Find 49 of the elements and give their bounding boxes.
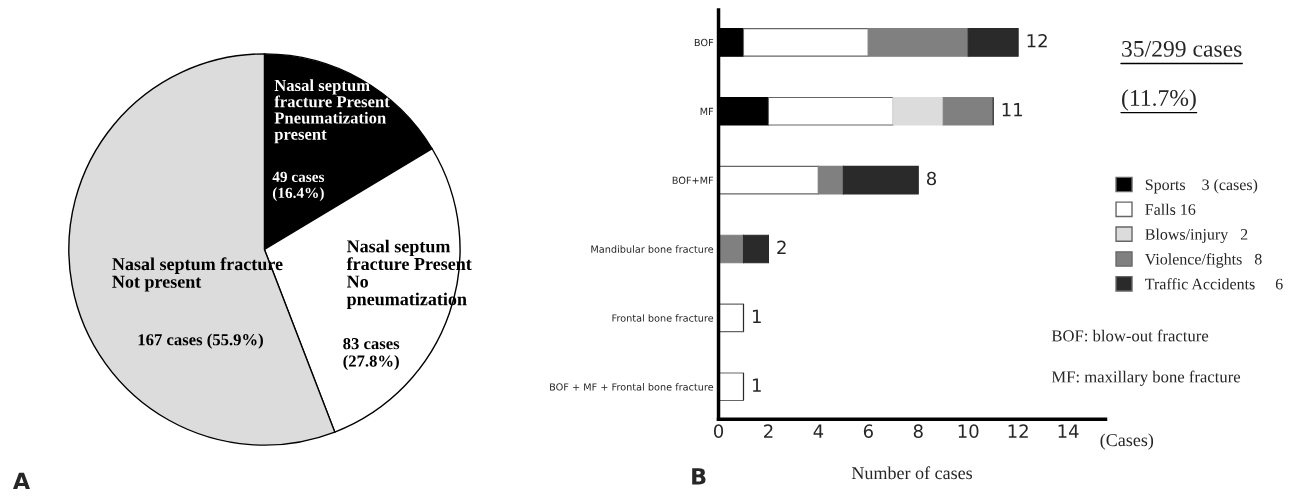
x-tick-label: 2 (764, 424, 773, 438)
legend-label: Sports 3 (cases) (1145, 178, 1258, 194)
legend-label: Traffic Accidents 6 (1145, 278, 1283, 290)
annotation: BOF: blow-out fracture (1051, 329, 1209, 342)
bar (718, 303, 745, 333)
x-tick-label: 12 (1008, 424, 1028, 438)
legend-label: Violence/fights 8 (1144, 253, 1262, 268)
bar (867, 28, 969, 57)
bar (842, 165, 919, 195)
x-tick-label: 0 (713, 424, 724, 438)
total-label: 2 (777, 240, 786, 254)
annotation: MF: maxillary bone fracture (1051, 370, 1241, 386)
y-tick-label: BOF (694, 38, 714, 47)
bar (942, 96, 994, 126)
x-axis-title: Number of cases (851, 466, 973, 480)
bar (718, 165, 819, 195)
text: B (692, 468, 706, 485)
y-tick-label: MF (700, 107, 714, 115)
bar (967, 28, 1019, 57)
x-tick-label: 6 (863, 424, 873, 438)
total-label: 1 (752, 309, 761, 323)
x-tick-label: 10 (958, 424, 979, 438)
bar (718, 234, 745, 264)
total-label: 1 (752, 378, 761, 392)
x-tick-label: 14 (1058, 424, 1079, 438)
y-tick-label: Mandibular bone fracture (591, 245, 714, 253)
text: 35/299 cases (11.7%) (1122, 40, 1242, 111)
slice-label: Nasal septum fracture Present Pneumatization present (274, 79, 390, 144)
y-tick-label: BOF+MF (672, 176, 714, 184)
y-tick-label: BOF + MF + Frontal bone fracture (550, 383, 714, 391)
bar (892, 96, 944, 126)
total-label: 8 (926, 171, 937, 186)
bar (767, 96, 894, 126)
y-tick-label: Frontal bone fracture (612, 314, 714, 322)
bar (718, 372, 745, 402)
total-label: 11 (1002, 103, 1022, 117)
x-tick-label: 4 (813, 424, 824, 438)
text: A (13, 472, 30, 490)
legend-label: Blows/injury 2 (1145, 228, 1248, 244)
legend-label: Falls 16 (1145, 203, 1196, 215)
data-label: 167 cases (55.9%) (138, 333, 263, 349)
x-tick-label: 8 (913, 424, 923, 438)
bar (817, 165, 844, 195)
bar (742, 234, 770, 264)
data-label: 49 cases (16.4%) (272, 171, 325, 202)
bar (742, 28, 869, 57)
data-label: 83 cases (27.8%) (343, 338, 400, 371)
total-label: 12 (1027, 33, 1047, 48)
text: (Cases) (1100, 433, 1154, 450)
